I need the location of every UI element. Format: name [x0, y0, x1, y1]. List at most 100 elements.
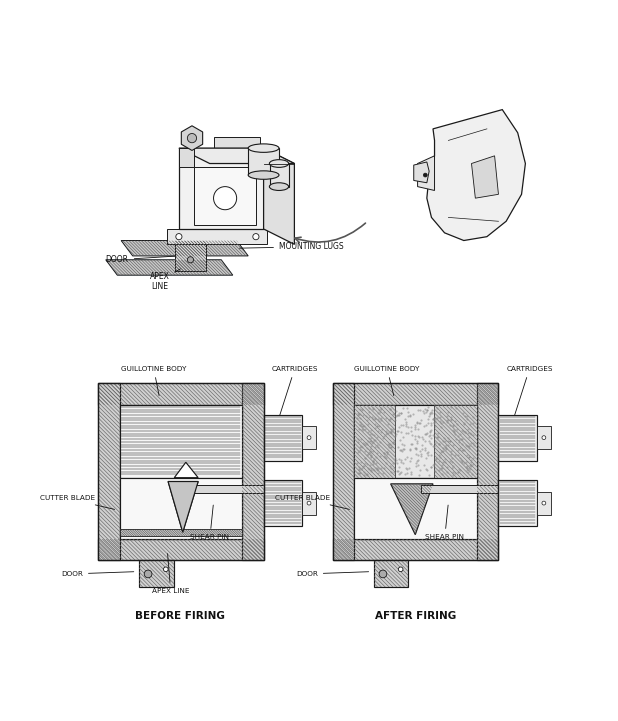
- Polygon shape: [106, 260, 233, 275]
- Polygon shape: [413, 162, 429, 182]
- Bar: [499, 415, 537, 461]
- Text: CUTTER BLADE: CUTTER BLADE: [275, 495, 349, 510]
- Polygon shape: [194, 167, 256, 225]
- Text: APEX
LINE: APEX LINE: [150, 269, 180, 291]
- Bar: [355, 404, 477, 539]
- Polygon shape: [477, 383, 499, 560]
- Text: GUILLOTINE BODY: GUILLOTINE BODY: [355, 366, 420, 396]
- Polygon shape: [121, 241, 248, 256]
- Polygon shape: [175, 241, 206, 271]
- Polygon shape: [434, 404, 477, 478]
- Polygon shape: [242, 383, 264, 560]
- Text: BEFORE FIRING: BEFORE FIRING: [135, 611, 226, 621]
- Polygon shape: [427, 110, 525, 241]
- Ellipse shape: [144, 570, 152, 578]
- Ellipse shape: [542, 501, 546, 505]
- FancyArrowPatch shape: [295, 223, 365, 242]
- Polygon shape: [168, 482, 198, 532]
- Ellipse shape: [269, 159, 289, 167]
- Ellipse shape: [307, 435, 311, 440]
- Polygon shape: [333, 383, 499, 404]
- Ellipse shape: [214, 187, 237, 210]
- Bar: [537, 426, 551, 449]
- Polygon shape: [333, 383, 499, 404]
- Polygon shape: [168, 482, 198, 532]
- Bar: [98, 383, 264, 560]
- Text: CUTTER BLADE: CUTTER BLADE: [40, 495, 114, 510]
- Bar: [421, 485, 499, 493]
- Ellipse shape: [248, 171, 279, 180]
- Ellipse shape: [187, 133, 197, 143]
- Polygon shape: [179, 148, 294, 164]
- Polygon shape: [477, 383, 499, 560]
- Polygon shape: [139, 560, 174, 587]
- Polygon shape: [120, 528, 242, 536]
- Polygon shape: [179, 148, 264, 229]
- Bar: [187, 485, 264, 493]
- Polygon shape: [139, 560, 174, 587]
- Bar: [537, 492, 551, 515]
- Polygon shape: [106, 260, 233, 275]
- Ellipse shape: [253, 234, 259, 240]
- Polygon shape: [333, 539, 499, 560]
- Ellipse shape: [379, 570, 387, 578]
- Bar: [355, 404, 477, 478]
- Bar: [120, 404, 242, 478]
- Bar: [120, 478, 242, 539]
- Bar: [302, 426, 316, 449]
- Polygon shape: [175, 241, 206, 271]
- Polygon shape: [333, 539, 499, 560]
- Bar: [269, 164, 289, 187]
- Bar: [355, 478, 477, 539]
- Ellipse shape: [542, 435, 546, 440]
- Ellipse shape: [399, 567, 403, 572]
- Ellipse shape: [187, 257, 193, 263]
- Polygon shape: [333, 383, 355, 560]
- Text: SHEAR PIN: SHEAR PIN: [190, 505, 229, 540]
- Bar: [248, 148, 279, 175]
- Ellipse shape: [307, 501, 311, 505]
- Text: CARTRIDGES: CARTRIDGES: [271, 366, 318, 415]
- Bar: [264, 415, 302, 461]
- Text: AFTER FIRING: AFTER FIRING: [375, 611, 456, 621]
- Polygon shape: [181, 125, 203, 151]
- Text: MOUNTING LUGS: MOUNTING LUGS: [239, 242, 344, 251]
- Polygon shape: [391, 484, 433, 535]
- Text: DOOR: DOOR: [106, 255, 176, 265]
- Polygon shape: [98, 383, 264, 404]
- Polygon shape: [355, 404, 396, 478]
- Bar: [302, 492, 316, 515]
- Ellipse shape: [164, 567, 168, 572]
- Polygon shape: [418, 156, 434, 190]
- Text: SHEAR PIN: SHEAR PIN: [425, 505, 464, 540]
- Polygon shape: [174, 462, 198, 478]
- Ellipse shape: [269, 182, 289, 190]
- Polygon shape: [333, 383, 355, 560]
- Text: APEX LINE: APEX LINE: [152, 554, 190, 594]
- Bar: [214, 136, 260, 148]
- Polygon shape: [374, 560, 408, 587]
- Polygon shape: [179, 148, 194, 167]
- Polygon shape: [121, 241, 248, 256]
- Polygon shape: [391, 484, 433, 535]
- Polygon shape: [168, 482, 198, 532]
- Bar: [264, 480, 302, 526]
- Polygon shape: [98, 539, 264, 560]
- Bar: [120, 404, 242, 539]
- Polygon shape: [98, 383, 120, 560]
- Polygon shape: [472, 156, 499, 198]
- Polygon shape: [355, 404, 396, 478]
- Polygon shape: [374, 560, 408, 587]
- Bar: [333, 383, 499, 560]
- Ellipse shape: [248, 144, 279, 152]
- Polygon shape: [434, 404, 477, 478]
- Bar: [499, 480, 537, 526]
- Ellipse shape: [423, 173, 427, 177]
- Bar: [167, 229, 268, 244]
- Text: GUILLOTINE BODY: GUILLOTINE BODY: [121, 366, 187, 396]
- Polygon shape: [98, 383, 264, 404]
- Polygon shape: [98, 539, 264, 560]
- Polygon shape: [120, 528, 242, 536]
- Polygon shape: [242, 383, 264, 560]
- Ellipse shape: [176, 234, 182, 240]
